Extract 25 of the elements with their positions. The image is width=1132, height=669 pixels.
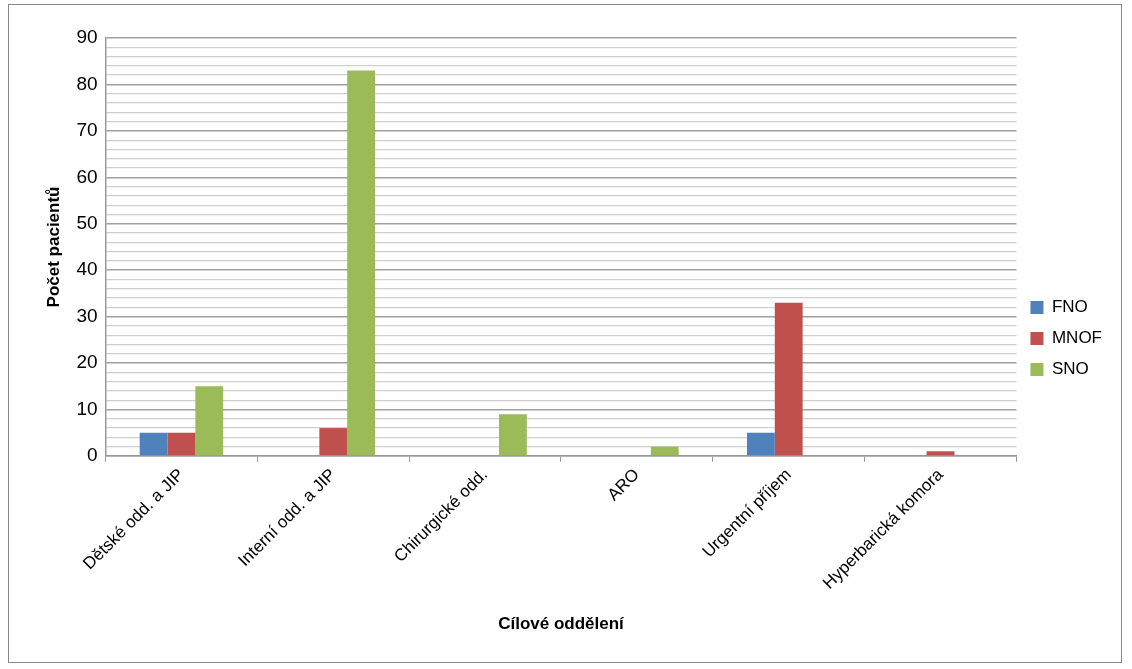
- y-axis-title: Počet pacientů: [43, 186, 63, 308]
- y-tick-label: 40: [76, 258, 98, 280]
- bar: [167, 432, 196, 456]
- y-tick-label: 30: [76, 304, 98, 326]
- x-axis-title: Cílové oddělení: [498, 614, 626, 634]
- y-tick-label: 10: [76, 397, 98, 419]
- bar: [347, 70, 376, 456]
- y-tick-label: 80: [76, 72, 98, 94]
- bar: [650, 446, 679, 456]
- legend-label: MNOF: [1051, 328, 1102, 348]
- bar: [926, 451, 955, 456]
- bar: [139, 432, 168, 456]
- y-tick-label: 50: [76, 211, 98, 233]
- bar: [774, 302, 803, 456]
- bar: [499, 414, 527, 456]
- y-tick-label: 70: [76, 119, 98, 141]
- y-tick-label: 20: [76, 351, 98, 373]
- y-tick-label: 60: [76, 165, 98, 187]
- bar: [746, 432, 775, 456]
- legend-label: FNO: [1051, 297, 1088, 317]
- legend-label: SNO: [1051, 359, 1089, 379]
- y-tick-label: 90: [76, 26, 98, 48]
- y-tick-label: 0: [86, 444, 98, 466]
- bar: [319, 428, 348, 456]
- bar: [195, 386, 224, 456]
